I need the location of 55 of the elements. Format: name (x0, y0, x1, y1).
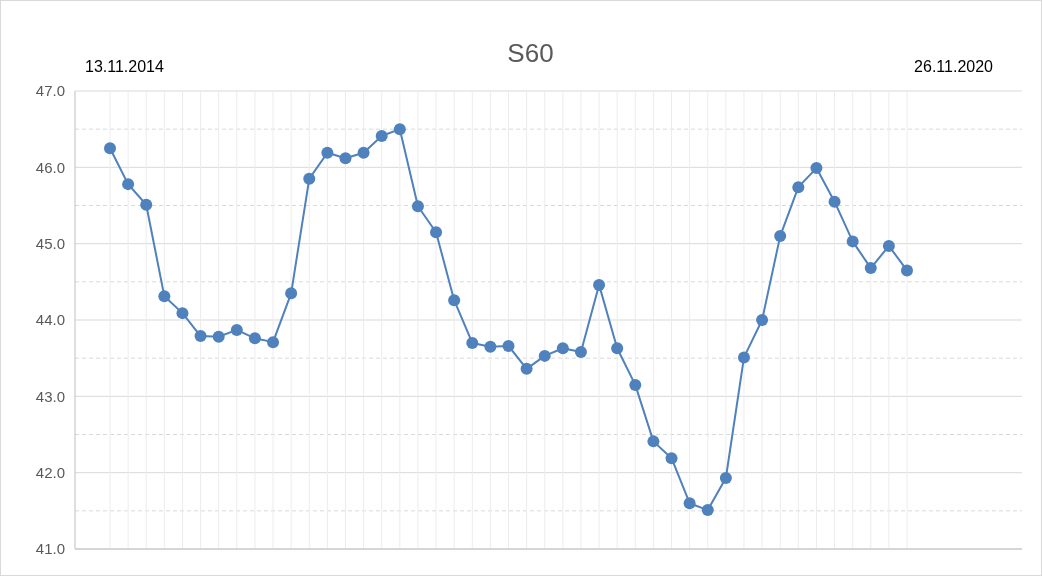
point (122, 178, 135, 191)
point (828, 195, 841, 208)
text: 26.11.2020 (914, 58, 994, 75)
point (629, 378, 642, 391)
point (864, 262, 877, 275)
point (230, 323, 243, 336)
point (792, 181, 805, 194)
y-tick-label: 46.0 (35, 158, 65, 176)
point (339, 152, 352, 165)
point (158, 290, 171, 303)
point (357, 146, 370, 159)
point (683, 497, 696, 510)
point (774, 230, 787, 243)
point (285, 287, 298, 300)
point (104, 142, 116, 155)
point (502, 339, 515, 352)
point (140, 198, 153, 211)
chart-title: S60 (507, 38, 554, 68)
point (701, 504, 714, 517)
point (737, 351, 750, 364)
y-tick-label: 42.0 (35, 463, 65, 481)
point (756, 314, 769, 326)
point (846, 235, 859, 248)
text: 13.11.2014 (85, 58, 164, 75)
y-tick-label: 41.0 (35, 540, 65, 558)
point (719, 472, 732, 485)
point (194, 330, 207, 343)
point (393, 123, 406, 136)
point (574, 346, 587, 359)
point (267, 336, 280, 349)
point (520, 362, 533, 375)
point (647, 435, 660, 448)
point (411, 200, 424, 213)
point (593, 278, 606, 291)
point (556, 342, 569, 355)
point (484, 340, 497, 353)
point (176, 307, 189, 320)
point (303, 172, 316, 185)
y-tick-label: 44.0 (35, 311, 65, 329)
point (665, 452, 678, 465)
point (212, 330, 225, 343)
point (321, 146, 334, 159)
y-tick-label: 47.0 (35, 82, 65, 100)
y-tick-label: 43.0 (35, 387, 65, 405)
point (466, 336, 479, 349)
point (810, 162, 823, 175)
point (248, 332, 261, 345)
point (882, 239, 895, 252)
point (448, 294, 461, 307)
point (375, 130, 388, 143)
point (538, 349, 551, 362)
point (611, 342, 624, 355)
y-tick-label: 45.0 (35, 234, 65, 252)
point (430, 226, 443, 239)
point (901, 264, 913, 277)
